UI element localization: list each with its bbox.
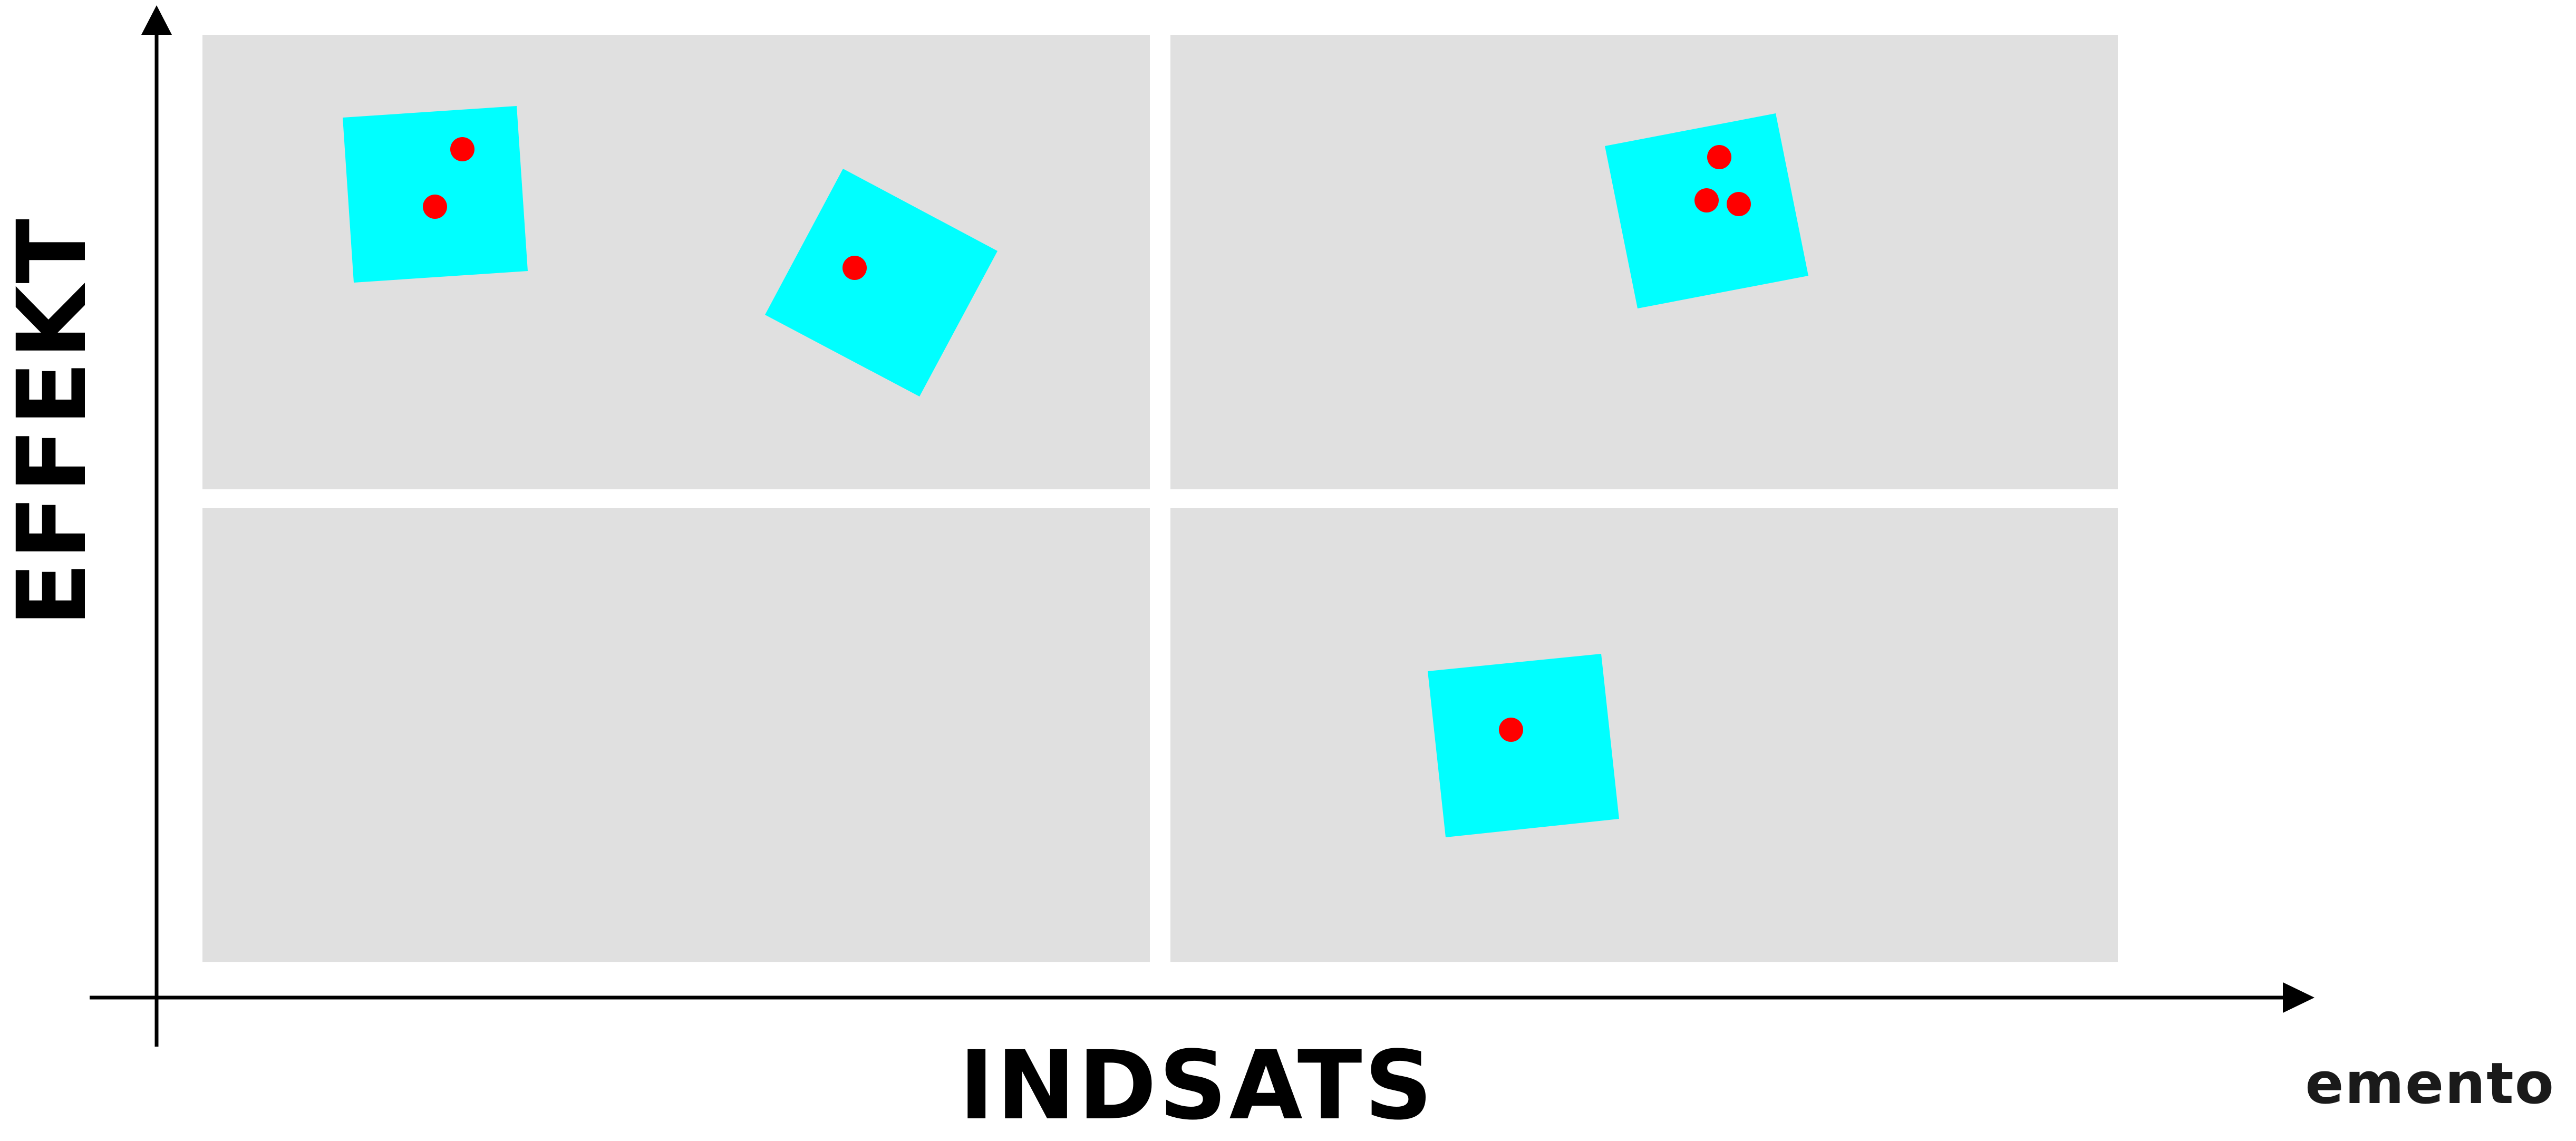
emento-logo: emento (2305, 1051, 2555, 1117)
y-axis-arrow (141, 5, 172, 35)
vote-dot (1707, 145, 1731, 169)
vote-dot (423, 195, 447, 219)
x-axis-label: INDSATS (958, 1031, 1435, 1141)
sticky-note-4 (1428, 654, 1619, 837)
y-axis-label: EFFEKT (0, 216, 108, 627)
vote-dot (842, 256, 867, 280)
vote-dot (1694, 188, 1719, 212)
sticky-note-2 (765, 169, 998, 397)
vote-dot (450, 137, 474, 161)
vote-dot (1727, 192, 1751, 216)
quadrant-top-left (202, 35, 1150, 489)
sticky-note-1 (343, 106, 528, 283)
vote-dot (1499, 718, 1523, 742)
quadrant-bottom-right (1170, 508, 2118, 962)
x-axis-arrow (2283, 982, 2314, 1013)
quadrant-bottom-left (202, 508, 1150, 962)
